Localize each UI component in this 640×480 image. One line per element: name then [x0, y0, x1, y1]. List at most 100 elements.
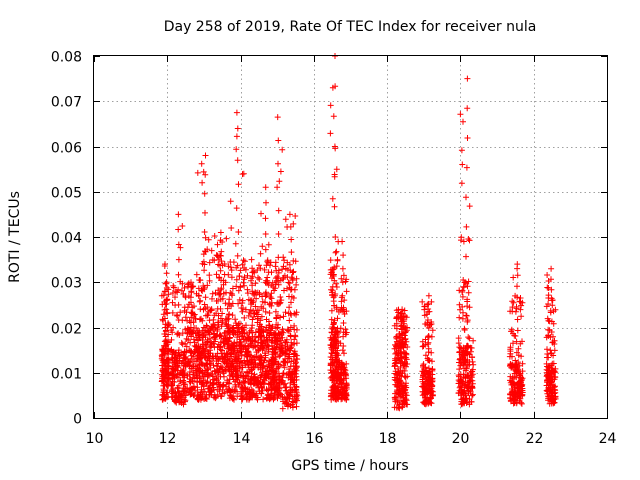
data-point: [337, 380, 344, 387]
data-point: [507, 344, 514, 351]
data-point: [232, 381, 239, 388]
data-point: [343, 396, 350, 403]
y-tick-label: 0.08: [51, 50, 82, 66]
data-point: [466, 237, 473, 244]
data-point: [333, 339, 340, 345]
data-point: [260, 345, 267, 352]
data-point: [514, 261, 521, 268]
data-point: [180, 367, 187, 374]
data-point: [263, 277, 270, 284]
data-point: [287, 223, 294, 230]
data-point: [273, 315, 280, 322]
data-point: [512, 382, 519, 389]
data-point: [182, 314, 189, 321]
data-point: [238, 359, 245, 366]
data-point: [250, 344, 257, 351]
data-point: [264, 258, 271, 265]
data-point: [330, 113, 337, 120]
data-point: [273, 379, 280, 386]
data-point: [218, 366, 225, 373]
data-point: [277, 314, 284, 321]
data-point: [327, 102, 334, 109]
data-point: [287, 332, 294, 339]
data-point: [281, 350, 288, 356]
data-point: [206, 272, 213, 279]
data-point: [182, 385, 189, 392]
data-point: [172, 354, 178, 361]
data-point: [548, 276, 554, 283]
data-point: [164, 310, 171, 317]
data-point: [280, 313, 287, 320]
data-point: [200, 283, 207, 289]
data-point: [253, 295, 260, 302]
data-point: [341, 364, 348, 371]
data-point: [338, 275, 345, 282]
data-point: [241, 282, 248, 289]
data-point: [285, 279, 292, 286]
data-point: [268, 299, 275, 306]
data-point: [196, 394, 203, 401]
data-point: [508, 361, 515, 368]
data-point: [339, 292, 346, 299]
data-point: [276, 393, 283, 399]
data-point: [401, 373, 408, 380]
data-point: [466, 378, 473, 385]
data-point: [331, 143, 338, 150]
data-point: [215, 261, 222, 268]
data-point: [334, 334, 341, 341]
data-point: [251, 371, 258, 378]
data-point: [281, 257, 288, 264]
data-point: [548, 350, 555, 357]
data-point: [162, 333, 169, 340]
data-point: [213, 358, 220, 364]
data-point: [250, 268, 257, 275]
data-point: [232, 316, 239, 323]
data-point: [204, 336, 211, 343]
data-point: [464, 362, 471, 368]
data-point: [262, 354, 269, 361]
data-point: [189, 385, 196, 392]
data-point: [197, 343, 204, 350]
data-point: [244, 286, 251, 293]
data-point: [392, 368, 399, 375]
data-point: [340, 272, 347, 279]
data-point: [213, 298, 220, 304]
data-point: [420, 361, 427, 368]
data-point: [425, 398, 432, 404]
data-point: [209, 295, 215, 302]
data-point: [217, 229, 224, 236]
data-point: [461, 325, 468, 332]
data-point: [544, 376, 551, 383]
data-point: [240, 279, 247, 286]
data-point: [549, 339, 556, 346]
data-point: [168, 327, 175, 334]
data-point: [210, 330, 217, 337]
data-point: [217, 393, 224, 400]
data-point: [284, 285, 290, 292]
data-point: [283, 336, 290, 343]
data-point: [250, 307, 257, 314]
data-point: [242, 360, 249, 367]
x-axis-label: GPS time / hours: [291, 458, 408, 474]
data-point: [428, 319, 435, 325]
data-point: [217, 339, 224, 346]
data-point: [288, 339, 295, 346]
data-point: [177, 378, 184, 385]
data-point: [159, 373, 166, 380]
data-point: [519, 377, 525, 383]
data-point: [456, 348, 463, 355]
data-point: [252, 280, 259, 287]
data-point: [227, 259, 234, 265]
data-point: [514, 367, 521, 374]
data-point: [339, 265, 346, 272]
data-point: [270, 396, 277, 403]
data-point: [165, 377, 172, 384]
data-point: [253, 376, 260, 383]
data-point: [293, 281, 300, 288]
data-point: [343, 384, 350, 391]
data-point: [275, 281, 282, 288]
data-point: [546, 372, 553, 379]
data-point: [224, 305, 231, 312]
data-point: [241, 314, 248, 321]
data-point: [282, 350, 289, 357]
